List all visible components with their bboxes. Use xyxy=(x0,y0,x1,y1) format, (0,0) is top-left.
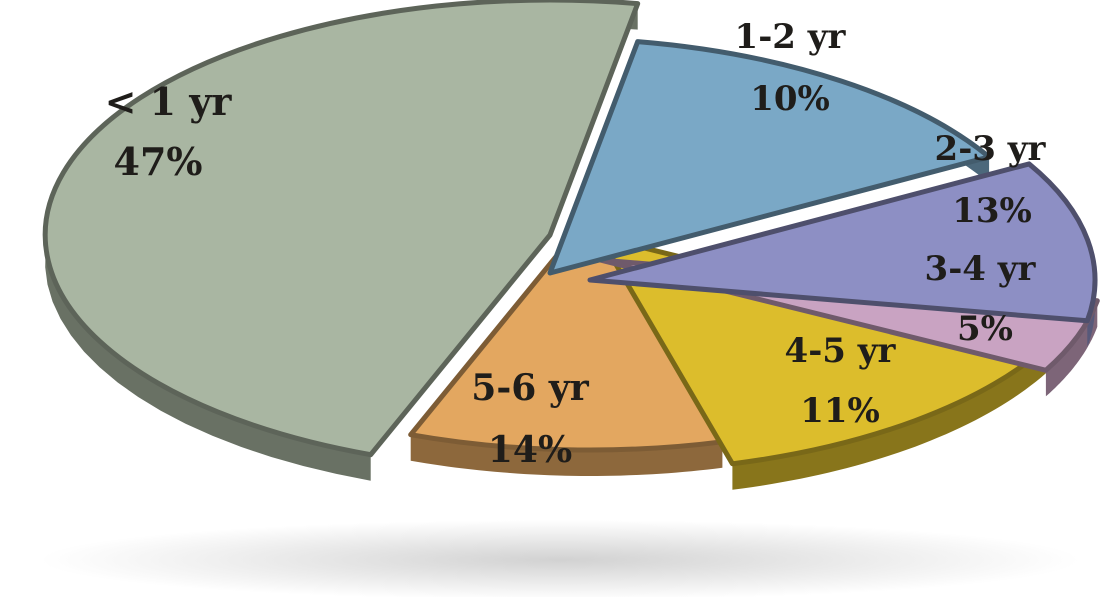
slice-label-3-4yr: 3-4 yr xyxy=(925,249,1037,289)
slice-labels: < 1 yr 47% 1-2 yr 10% 2-3 yr 13% 3-4 yr … xyxy=(105,17,1047,471)
slice-side-2 xyxy=(732,347,1046,490)
slice-value-1-2yr: 10% xyxy=(750,79,830,119)
slice-value-2-3yr: 13% xyxy=(952,191,1032,231)
slice-value-3-4yr: 5% xyxy=(957,309,1013,349)
slice-value-under-1yr: 47% xyxy=(114,139,203,184)
pie-slice-1 xyxy=(408,212,725,453)
slice-side-3 xyxy=(1045,300,1098,397)
slice-tops xyxy=(42,0,1100,467)
slice-label-5-6yr: 5-6 yr xyxy=(471,367,589,409)
slice-label-under-1yr: < 1 yr xyxy=(105,79,233,124)
slice-label-2-3yr: 2-3 yr xyxy=(935,129,1047,169)
pie-shadow xyxy=(40,520,1080,597)
slice-value-5-6yr: 14% xyxy=(488,429,572,471)
slice-side-1 xyxy=(410,434,723,476)
pie-slice-4 xyxy=(587,161,1098,324)
slice-label-4-5yr: 4-5 yr xyxy=(785,331,897,371)
slice-label-1-2yr: 1-2 yr xyxy=(735,17,847,57)
pie-slice-0 xyxy=(42,0,641,458)
pie-slice-5 xyxy=(547,39,992,276)
slice-value-4-5yr: 11% xyxy=(800,391,880,431)
